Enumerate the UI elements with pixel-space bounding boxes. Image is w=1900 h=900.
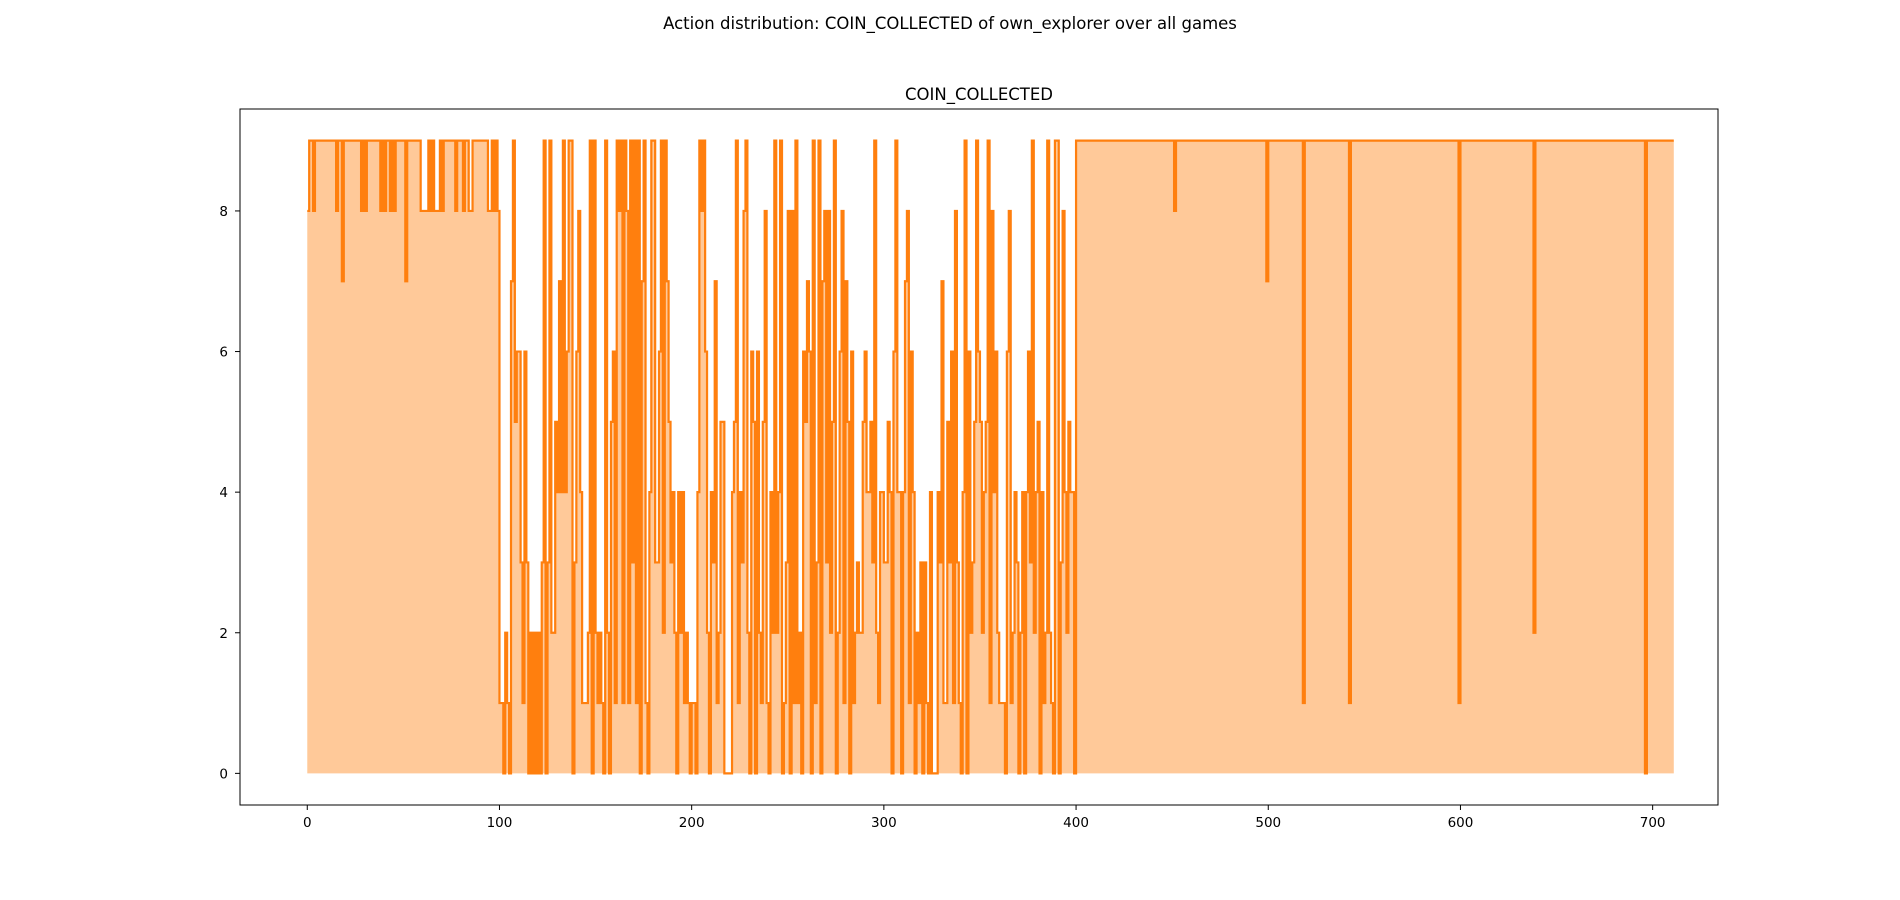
figure-suptitle: Action distribution: COIN_COLLECTED of o… [663,14,1237,33]
x-tick-label: 0 [303,815,312,831]
x-tick-label: 400 [1063,815,1089,831]
y-tick-label: 2 [219,626,228,642]
y-tick-label: 0 [219,766,228,782]
axes-title: COIN_COLLECTED [905,85,1053,105]
series-area-fill [307,140,1674,774]
x-axis: 0 100 200 300 400 500 600 700 [303,805,1666,831]
x-tick-label: 300 [871,815,897,831]
x-tick-label: 600 [1448,815,1474,831]
y-tick-label: 4 [219,485,228,501]
series-line [307,139,1674,775]
x-tick-label: 200 [679,815,705,831]
x-tick-label: 500 [1255,815,1281,831]
y-tick-label: 6 [219,345,228,361]
axes-frame [239,108,1719,806]
plot-area [307,139,1674,775]
y-axis: 0 2 4 6 8 [219,204,240,782]
x-tick-label: 700 [1640,815,1666,831]
y-tick-label: 8 [219,204,228,220]
x-tick-label: 100 [487,815,513,831]
